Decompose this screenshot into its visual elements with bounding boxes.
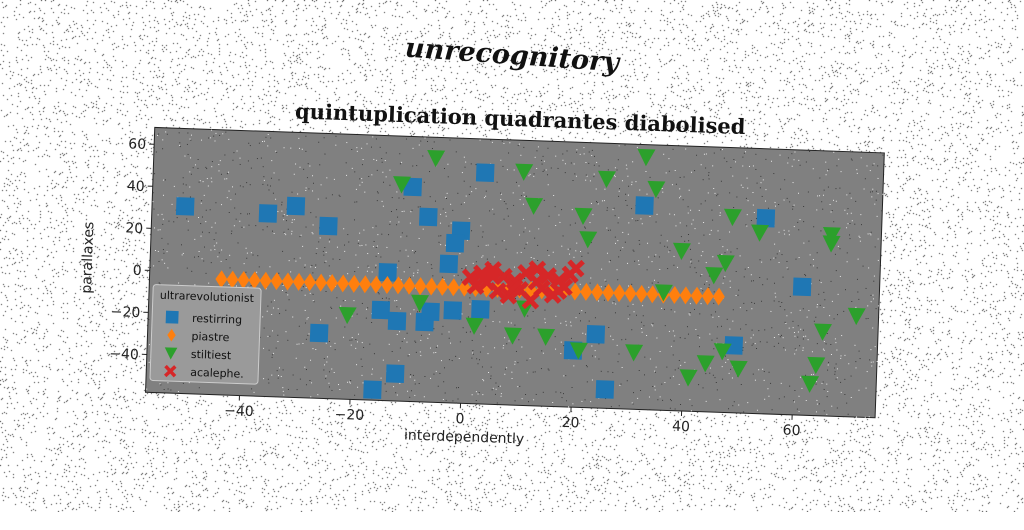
y-tick-label: 40: [127, 178, 145, 195]
point-square: [386, 364, 405, 383]
point-square: [439, 255, 458, 274]
x-tick-label: 0: [455, 411, 464, 427]
chart-title: quintuplication quadrantes diabolised: [295, 98, 747, 139]
point-square: [319, 217, 338, 236]
legend-entry: piastre: [191, 330, 230, 344]
point-square: [419, 208, 438, 227]
x-tick-label: 60: [782, 423, 800, 440]
point-square: [259, 204, 278, 223]
y-tick-label: −40: [109, 346, 139, 363]
point-square: [388, 312, 407, 331]
point-square: [586, 325, 605, 344]
legend-entry: stiltiest: [191, 348, 232, 362]
point-square: [371, 301, 390, 320]
y-tick-label: 60: [128, 136, 146, 153]
y-tick-label: 20: [125, 220, 143, 237]
point-square: [476, 163, 495, 182]
x-tick-label: 40: [672, 419, 690, 436]
x-tick-label: 20: [561, 415, 579, 432]
point-square: [446, 234, 465, 253]
x-axis-label: interdependently: [404, 427, 525, 447]
point-square: [793, 278, 812, 297]
legend-marker: [166, 311, 179, 324]
legend: ultrarevolutionist restirringpiastrestil…: [150, 284, 261, 384]
x-tick-label: −20: [334, 407, 364, 424]
point-square: [635, 196, 654, 215]
legend-entry: acalephe.: [190, 366, 244, 381]
x-tick-label: −40: [224, 403, 254, 420]
point-square: [421, 302, 440, 321]
point-square: [471, 300, 490, 319]
point-square: [596, 380, 615, 399]
legend-entry: restirring: [192, 312, 242, 327]
point-square: [363, 380, 382, 399]
y-tick-label: 0: [133, 263, 142, 279]
point-square: [310, 324, 329, 343]
point-square: [287, 197, 306, 216]
y-axis-label: parallaxes: [79, 221, 98, 293]
point-square: [176, 197, 195, 216]
point-square: [443, 301, 462, 320]
y-tick-label: −20: [110, 304, 140, 321]
